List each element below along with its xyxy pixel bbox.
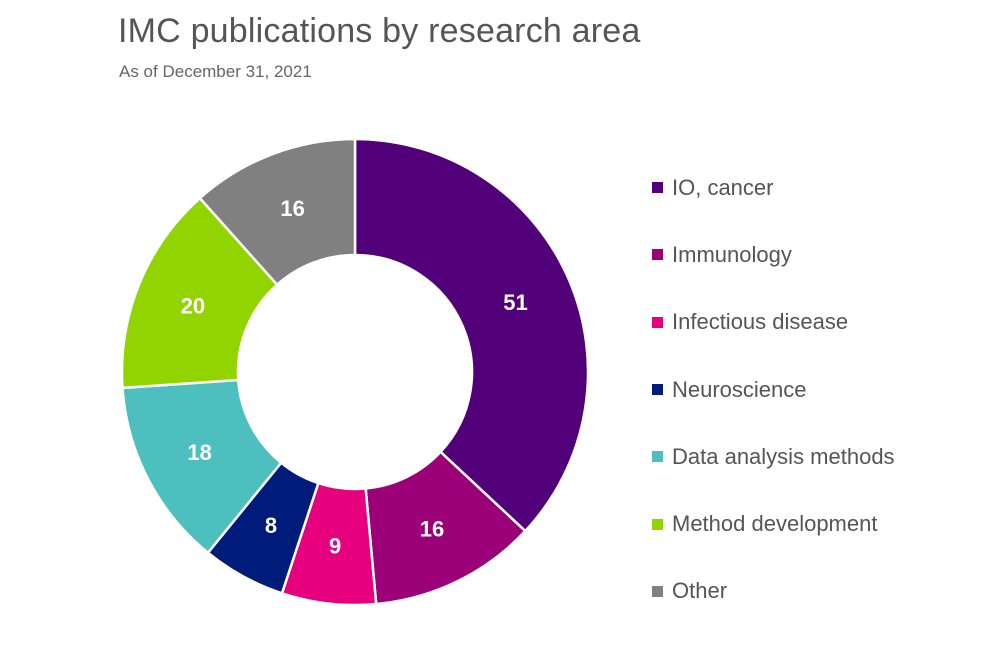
- data-label-io-cancer: 51: [503, 290, 527, 315]
- donut-slices: [120, 137, 590, 607]
- chart-title: IMC publications by research area: [118, 12, 641, 50]
- legend-label: IO, cancer: [672, 174, 774, 200]
- legend-label: Immunology: [672, 241, 792, 267]
- data-label-other: 16: [280, 196, 304, 221]
- slice-other: [198, 137, 357, 286]
- data-label-data-analysis-methods: 18: [187, 440, 211, 465]
- legend-swatch: [652, 384, 663, 396]
- legend-item-io-cancer: IO, cancer: [652, 154, 895, 221]
- legend-swatch: [652, 585, 663, 597]
- data-label-infectious-disease: 9: [329, 533, 341, 558]
- data-label-neuroscience: 8: [265, 513, 277, 538]
- slice-data-analysis-methods: [121, 378, 283, 554]
- chart-subtitle: As of December 31, 2021: [119, 62, 312, 81]
- slice-io-cancer: [353, 137, 590, 533]
- donut-data-labels: 51 16 9 8 18 20 16: [181, 196, 528, 558]
- legend-item-data-analysis-methods: Data analysis methods: [652, 423, 895, 490]
- legend-item-neuroscience: Neuroscience: [652, 356, 895, 423]
- legend-swatch: [652, 249, 663, 261]
- legend-item-infectious-disease: Infectious disease: [652, 289, 895, 356]
- legend-swatch: [652, 182, 663, 194]
- legend-label: Neuroscience: [672, 376, 807, 402]
- legend-label: Other: [672, 578, 728, 604]
- chart-legend: IO, cancer Immunology Infectious disease Ne…: [652, 154, 895, 625]
- legend-swatch: [652, 316, 663, 328]
- legend-label: Method development: [672, 511, 878, 537]
- legend-item-immunology: Immunology: [652, 221, 895, 288]
- slice-method-development: [120, 196, 279, 390]
- legend-item-other: Other: [652, 558, 895, 625]
- legend-item-method-development: Method development: [652, 490, 895, 557]
- data-label-method-development: 20: [181, 293, 205, 318]
- legend-swatch: [652, 518, 663, 530]
- legend-swatch: [652, 451, 663, 463]
- data-label-immunology: 16: [420, 517, 444, 542]
- legend-label: Infectious disease: [672, 309, 849, 335]
- legend-label: Data analysis methods: [672, 443, 895, 469]
